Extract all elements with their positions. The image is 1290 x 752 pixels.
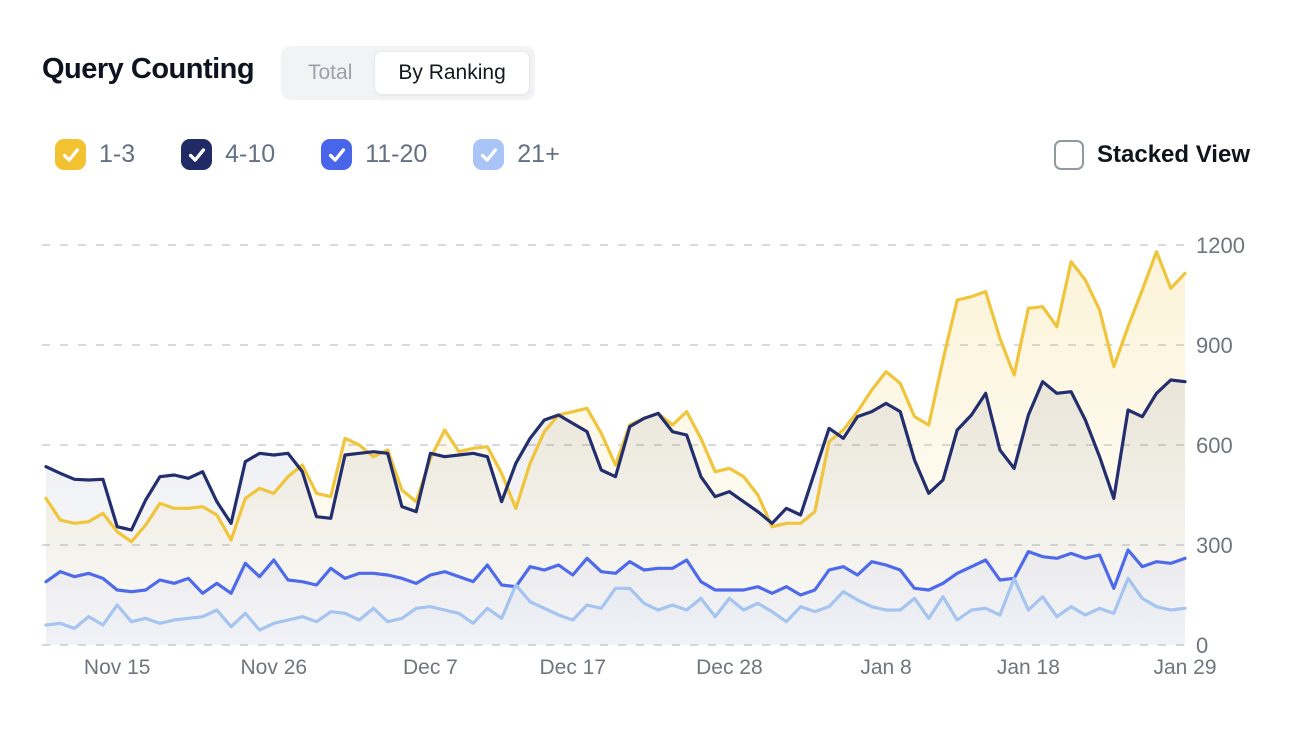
legend-label: 21+ [517, 140, 560, 168]
y-axis-label-300: 300 [1196, 533, 1233, 558]
x-axis-label-jan-8: Jan 8 [860, 656, 911, 679]
legend-checkbox-21plus-icon[interactable] [473, 139, 505, 170]
toggle-option-total[interactable]: Total [308, 61, 353, 84]
check-icon [328, 147, 345, 162]
legend-item-4-10[interactable]: 4-10 [181, 139, 275, 170]
legend-checkbox-1-3-icon[interactable] [55, 139, 86, 170]
x-axis-label-nov-26: Nov 26 [241, 656, 308, 679]
series-line-11-20 [44, 548, 1187, 597]
check-icon [62, 147, 79, 162]
check-icon [188, 147, 205, 162]
toggle-option-by-ranking[interactable]: By Ranking [374, 51, 530, 95]
y-axis-label-900: 900 [1196, 333, 1233, 358]
legend-label: 11-20 [365, 140, 428, 168]
line-chart: 0 300 600 900 1200 Nov 15 Nov 26 Dec 7 Dec 17 Dec… [42, 233, 1245, 679]
legend-row: 1-3 4-10 11-20 21+ Stacked View [55, 139, 1250, 170]
stacked-view-toggle[interactable]: Stacked View [1054, 139, 1250, 170]
series-line-4-10 [44, 378, 1187, 532]
legend-label: 1-3 [99, 140, 136, 168]
x-axis-label-dec-17: Dec 17 [540, 656, 607, 679]
x-axis-label-dec-28: Dec 28 [696, 656, 763, 679]
stacked-view-label: Stacked View [1097, 140, 1250, 168]
check-icon [480, 147, 497, 162]
series-area-21+ [46, 578, 1185, 645]
legend-item-21plus[interactable]: 21+ [473, 139, 560, 170]
y-axis-label-600: 600 [1196, 433, 1233, 458]
legend-item-1-3[interactable]: 1-3 [55, 139, 135, 170]
legend-checkbox-11-20-icon[interactable] [321, 139, 353, 170]
legend-checkbox-4-10-icon[interactable] [181, 139, 213, 170]
x-axis-label-nov-15: Nov 15 [84, 656, 151, 679]
legend-item-11-20[interactable]: 11-20 [321, 139, 427, 170]
stacked-view-checkbox[interactable] [1054, 139, 1085, 170]
page-title: Query Counting [42, 53, 255, 85]
series-line-21+ [44, 576, 1187, 632]
y-axis-label-1200: 1200 [1196, 233, 1245, 258]
series-line-1-3 [44, 250, 1187, 544]
x-axis-label-dec-7: Dec 7 [403, 656, 458, 679]
view-toggle-group: Total By Ranking [281, 46, 535, 100]
legend-label: 4-10 [225, 140, 276, 168]
x-axis-label-jan-18: Jan 18 [997, 656, 1060, 679]
y-axis-label-0: 0 [1196, 633, 1208, 658]
x-axis-label-jan-29: Jan 29 [1153, 656, 1216, 679]
